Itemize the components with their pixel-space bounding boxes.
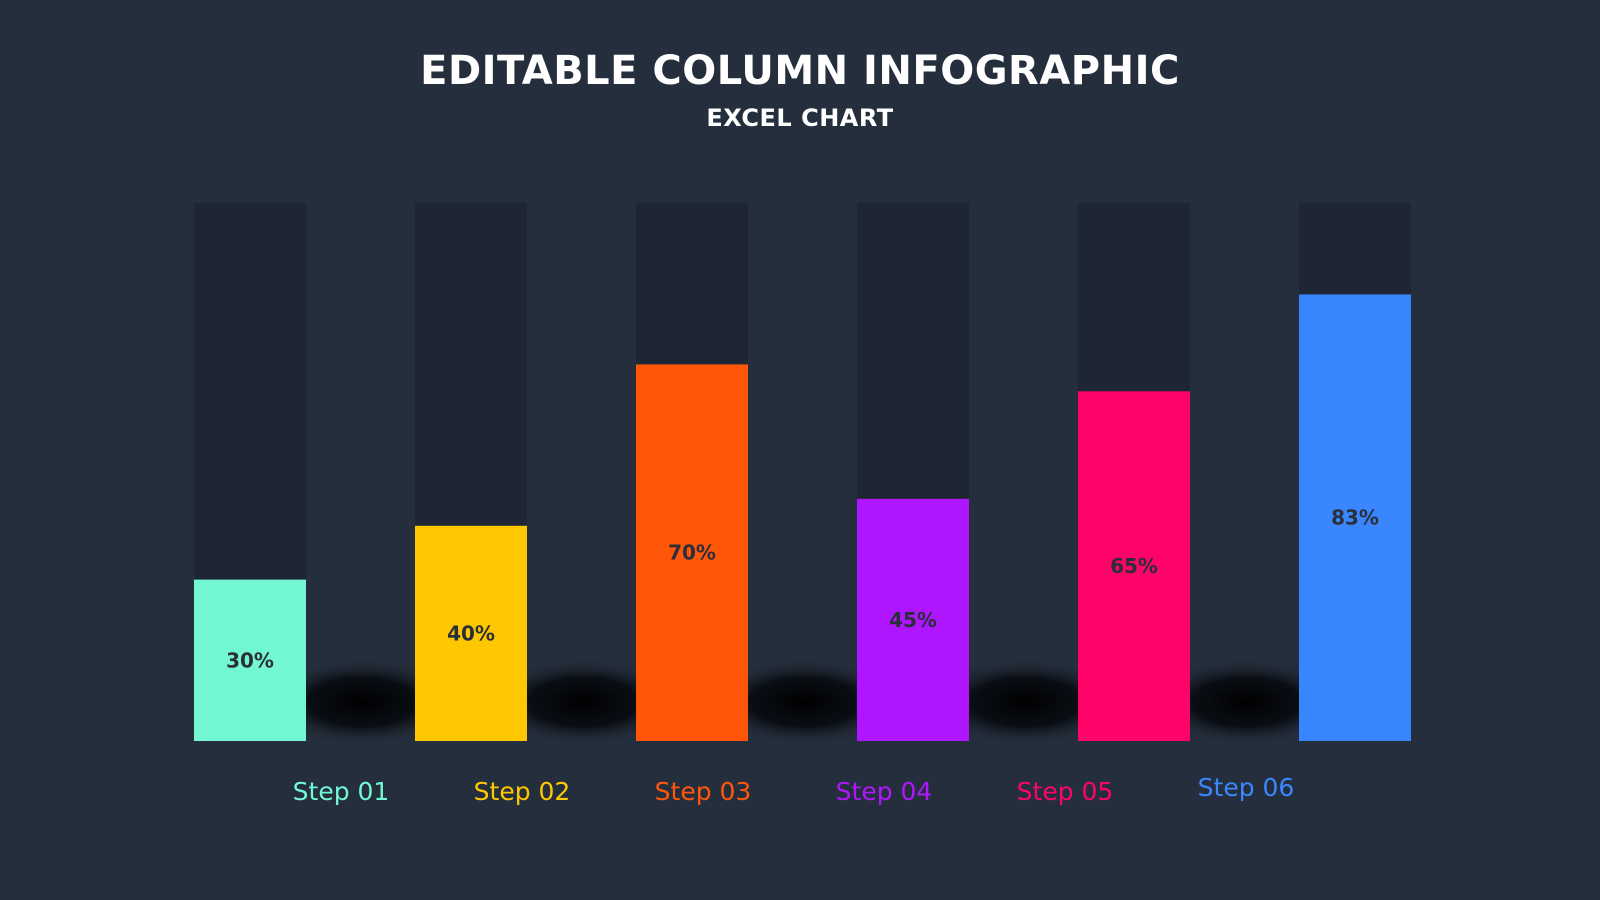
shadow-4 <box>925 658 1126 746</box>
category-label-2: Step 02 <box>474 777 571 806</box>
value-label-1: 30% <box>226 648 274 672</box>
category-label-1: Step 01 <box>293 777 390 806</box>
bar-4 <box>857 498 969 741</box>
value-label-2: 40% <box>447 621 495 645</box>
value-label-4: 45% <box>889 608 937 632</box>
category-label-6: Step 06 <box>1198 773 1295 802</box>
chart-title: EDITABLE COLUMN INFOGRAPHIC <box>420 48 1180 94</box>
shadow-layer <box>262 658 1347 746</box>
category-label-4: Step 04 <box>836 777 933 806</box>
label-layer: 30% Step 01 40% Step 02 70% Step 03 45% Step 04… <box>226 506 1379 806</box>
bar-6 <box>1299 294 1411 741</box>
value-label-6: 83% <box>1331 506 1379 530</box>
bar-2 <box>415 525 527 741</box>
bar-3 <box>636 364 748 741</box>
shadow-2 <box>483 658 684 746</box>
shadow-3 <box>704 658 905 746</box>
shadow-5 <box>1146 658 1347 746</box>
value-label-3: 70% <box>668 541 716 565</box>
category-label-5: Step 05 <box>1017 777 1114 806</box>
bar-5 <box>1078 391 1190 741</box>
shadow-1 <box>262 658 463 746</box>
chart-subtitle: EXCEL CHART <box>706 104 894 132</box>
bar-layer <box>194 203 1411 741</box>
bar-1 <box>194 579 306 741</box>
value-label-5: 65% <box>1110 554 1158 578</box>
category-label-3: Step 03 <box>655 777 752 806</box>
